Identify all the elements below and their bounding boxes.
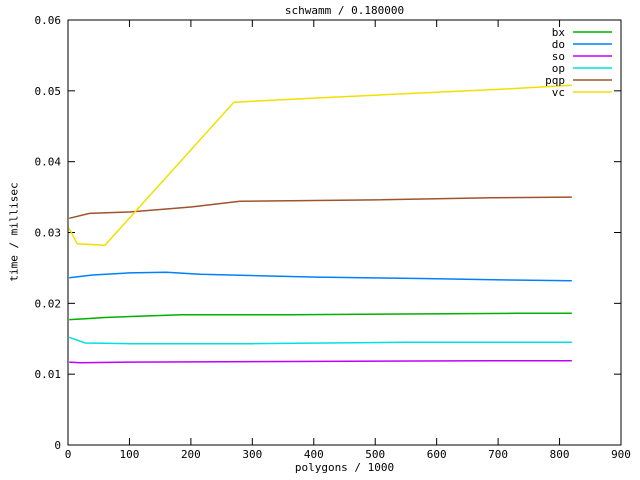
- x-tick-label: 700: [488, 448, 508, 461]
- legend-label-do: do: [552, 38, 565, 51]
- legend-label-vc: vc: [552, 86, 565, 99]
- series-line-op: [68, 336, 572, 345]
- series-line-so: [69, 359, 572, 364]
- x-tick-label: 500: [365, 448, 385, 461]
- x-tick-label: 800: [550, 448, 570, 461]
- x-tick-label: 900: [611, 448, 631, 461]
- y-tick-label: 0.06: [35, 14, 62, 27]
- series-line-vc: [68, 84, 572, 247]
- y-tick-label: 0.02: [35, 297, 62, 310]
- legend-label-so: so: [552, 50, 565, 63]
- series-line-do: [69, 271, 572, 282]
- legend-label-op: op: [552, 62, 565, 75]
- x-tick-label: 600: [427, 448, 447, 461]
- x-tick-label: 400: [304, 448, 324, 461]
- legend-label-bx: bx: [552, 26, 566, 39]
- series-line-bx: [69, 312, 572, 321]
- x-tick-label: 100: [120, 448, 140, 461]
- y-tick-label: 0.03: [35, 227, 62, 240]
- y-tick-label: 0: [54, 439, 61, 452]
- plot-border: [67, 19, 622, 446]
- y-tick-label: 0.01: [35, 368, 62, 381]
- x-tick-label: 200: [181, 448, 201, 461]
- y-tick-label: 0.05: [35, 85, 62, 98]
- chart-title: schwamm / 0.180000: [284, 4, 405, 17]
- series-line-pqp: [69, 196, 572, 220]
- x-tick-label: 0: [65, 448, 72, 461]
- legend-label-pqp: pqp: [545, 74, 565, 87]
- x-axis-label: polygons / 1000: [294, 461, 395, 474]
- y-tick-label: 0.04: [35, 156, 62, 169]
- x-tick-label: 300: [242, 448, 262, 461]
